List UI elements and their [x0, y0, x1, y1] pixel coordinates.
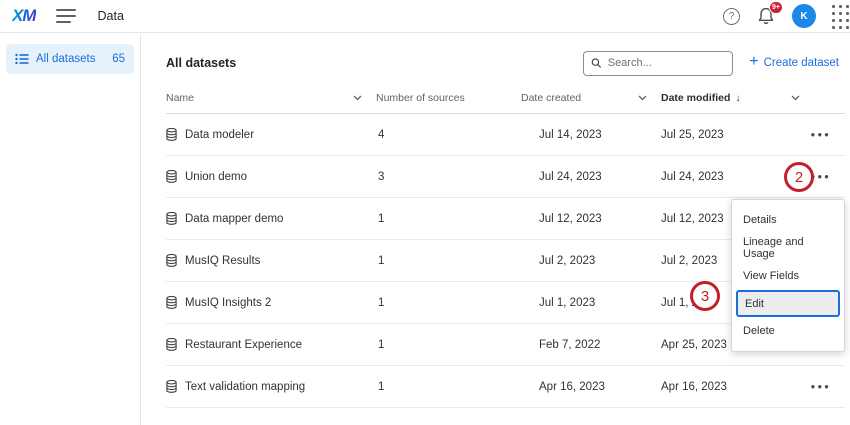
chevron-down-icon[interactable] [638, 95, 647, 101]
dataset-icon [166, 212, 177, 225]
date-modified: Jul 2, 2023 [661, 254, 718, 267]
topbar-actions: ? 9+ K [723, 1, 849, 29]
search-icon [591, 58, 602, 68]
table-row[interactable]: Data modeler 4 Jul 14, 2023 Jul 25, 2023… [166, 114, 845, 156]
sources-count: 1 [378, 338, 385, 351]
dataset-name: MusIQ Insights 2 [185, 296, 272, 309]
plus-icon: + [749, 53, 759, 70]
date-modified: Jul 24, 2023 [661, 170, 724, 183]
sources-count: 3 [378, 170, 385, 183]
sidebar-item-label: All datasets [36, 53, 96, 65]
sidebar: All datasets 65 [0, 34, 141, 425]
notifications-bell-icon[interactable]: 9+ [756, 1, 783, 26]
date-created: Jul 1, 2023 [539, 296, 596, 309]
date-created: Jul 14, 2023 [539, 128, 602, 141]
table-row[interactable]: Union demo 3 Jul 24, 2023 Jul 24, 2023 ●… [166, 156, 845, 198]
dataset-icon [166, 254, 177, 267]
search-input[interactable] [607, 57, 726, 69]
chevron-down-icon[interactable] [791, 95, 800, 101]
avatar[interactable]: K [792, 4, 816, 28]
date-modified: Jul 25, 2023 [661, 128, 724, 141]
table-body: Data modeler 4 Jul 14, 2023 Jul 25, 2023… [166, 114, 845, 408]
date-modified: Jul 12, 2023 [661, 212, 724, 225]
sort-descending-icon: ↓ [735, 92, 741, 104]
context-menu-item-details[interactable]: Details [743, 214, 777, 226]
context-menu-item-view-fields[interactable]: View Fields [743, 270, 800, 282]
column-header-date-modified[interactable]: Date modified ↓ [661, 92, 741, 104]
row-actions-button[interactable]: ●●● [809, 378, 834, 395]
xm-logo: XM [12, 6, 36, 25]
table-row[interactable]: Data mapper demo 1 Jul 12, 2023 Jul 12, … [166, 198, 845, 240]
search-box[interactable] [583, 50, 734, 76]
date-created: Jul 24, 2023 [539, 170, 602, 183]
table-header: Name Number of sources Date created Date… [166, 92, 845, 114]
main-content: All datasets + Create dataset Name [142, 34, 850, 425]
main-header: All datasets + Create dataset [166, 48, 845, 78]
dataset-icon [166, 380, 177, 393]
context-menu-item-lineage-and-usage[interactable]: Lineage and Usage [743, 236, 804, 260]
annotation-circle-2: 2 [784, 162, 814, 192]
dataset-count: 65 [112, 53, 125, 65]
dataset-name: Text validation mapping [185, 380, 306, 393]
column-header-sources[interactable]: Number of sources [376, 92, 465, 104]
column-header-name[interactable]: Name [166, 92, 376, 104]
top-bar: XM Data ? 9+ K [0, 0, 850, 33]
date-created: Jul 2, 2023 [539, 254, 596, 267]
page-title: All datasets [166, 56, 237, 70]
dataset-name: Restaurant Experience [185, 338, 302, 351]
row-actions-button[interactable]: ●●● [809, 168, 834, 185]
dataset-icon [166, 170, 177, 183]
list-icon [15, 53, 29, 65]
row-actions-button[interactable]: ●●● [809, 126, 834, 143]
sources-count: 1 [378, 380, 385, 393]
date-created: Feb 7, 2022 [539, 338, 601, 351]
dataset-icon [166, 296, 177, 309]
table-row[interactable]: MusIQ Insights 2 1 Jul 1, 2023 Jul 1, 20… [166, 282, 845, 324]
dataset-name: Union demo [185, 170, 248, 183]
app-switcher-icon[interactable] [832, 5, 849, 29]
dataset-icon [166, 338, 177, 351]
dataset-icon [166, 128, 177, 141]
date-modified: Apr 25, 2023 [661, 338, 727, 351]
column-header-actions [791, 92, 845, 104]
create-dataset-button[interactable]: + Create dataset [749, 53, 839, 70]
create-dataset-label: Create dataset [763, 57, 839, 69]
column-header-date-created[interactable]: Date created [521, 92, 661, 104]
annotation-circle-3: 3 [690, 281, 720, 311]
sources-count: 1 [378, 254, 385, 267]
context-menu-item-delete[interactable]: Delete [743, 325, 775, 337]
dataset-name: MusIQ Results [185, 254, 261, 267]
chevron-down-icon[interactable] [353, 95, 362, 101]
dataset-name: Data mapper demo [185, 212, 284, 225]
date-modified: Apr 16, 2023 [661, 380, 727, 393]
datasets-table: Name Number of sources Date created Date… [166, 92, 845, 408]
dataset-name: Data modeler [185, 128, 255, 141]
date-created: Apr 16, 2023 [539, 380, 605, 393]
date-created: Jul 12, 2023 [539, 212, 602, 225]
sources-count: 1 [378, 296, 385, 309]
table-row[interactable]: Restaurant Experience 1 Feb 7, 2022 Apr … [166, 324, 845, 366]
sources-count: 1 [378, 212, 385, 225]
help-icon[interactable]: ? [723, 7, 740, 25]
nav-data-label[interactable]: Data [97, 9, 124, 23]
context-menu-item-edit[interactable]: Edit [736, 290, 840, 317]
notification-badge: 9+ [769, 1, 783, 14]
sources-count: 4 [378, 128, 385, 141]
hamburger-menu-icon[interactable] [55, 9, 76, 23]
table-row[interactable]: Text validation mapping 1 Apr 16, 2023 A… [166, 366, 845, 408]
sidebar-item-all-datasets[interactable]: All datasets 65 [6, 44, 134, 74]
context-menu: Details Lineage and Usage View Fields Edit D… [731, 199, 845, 352]
